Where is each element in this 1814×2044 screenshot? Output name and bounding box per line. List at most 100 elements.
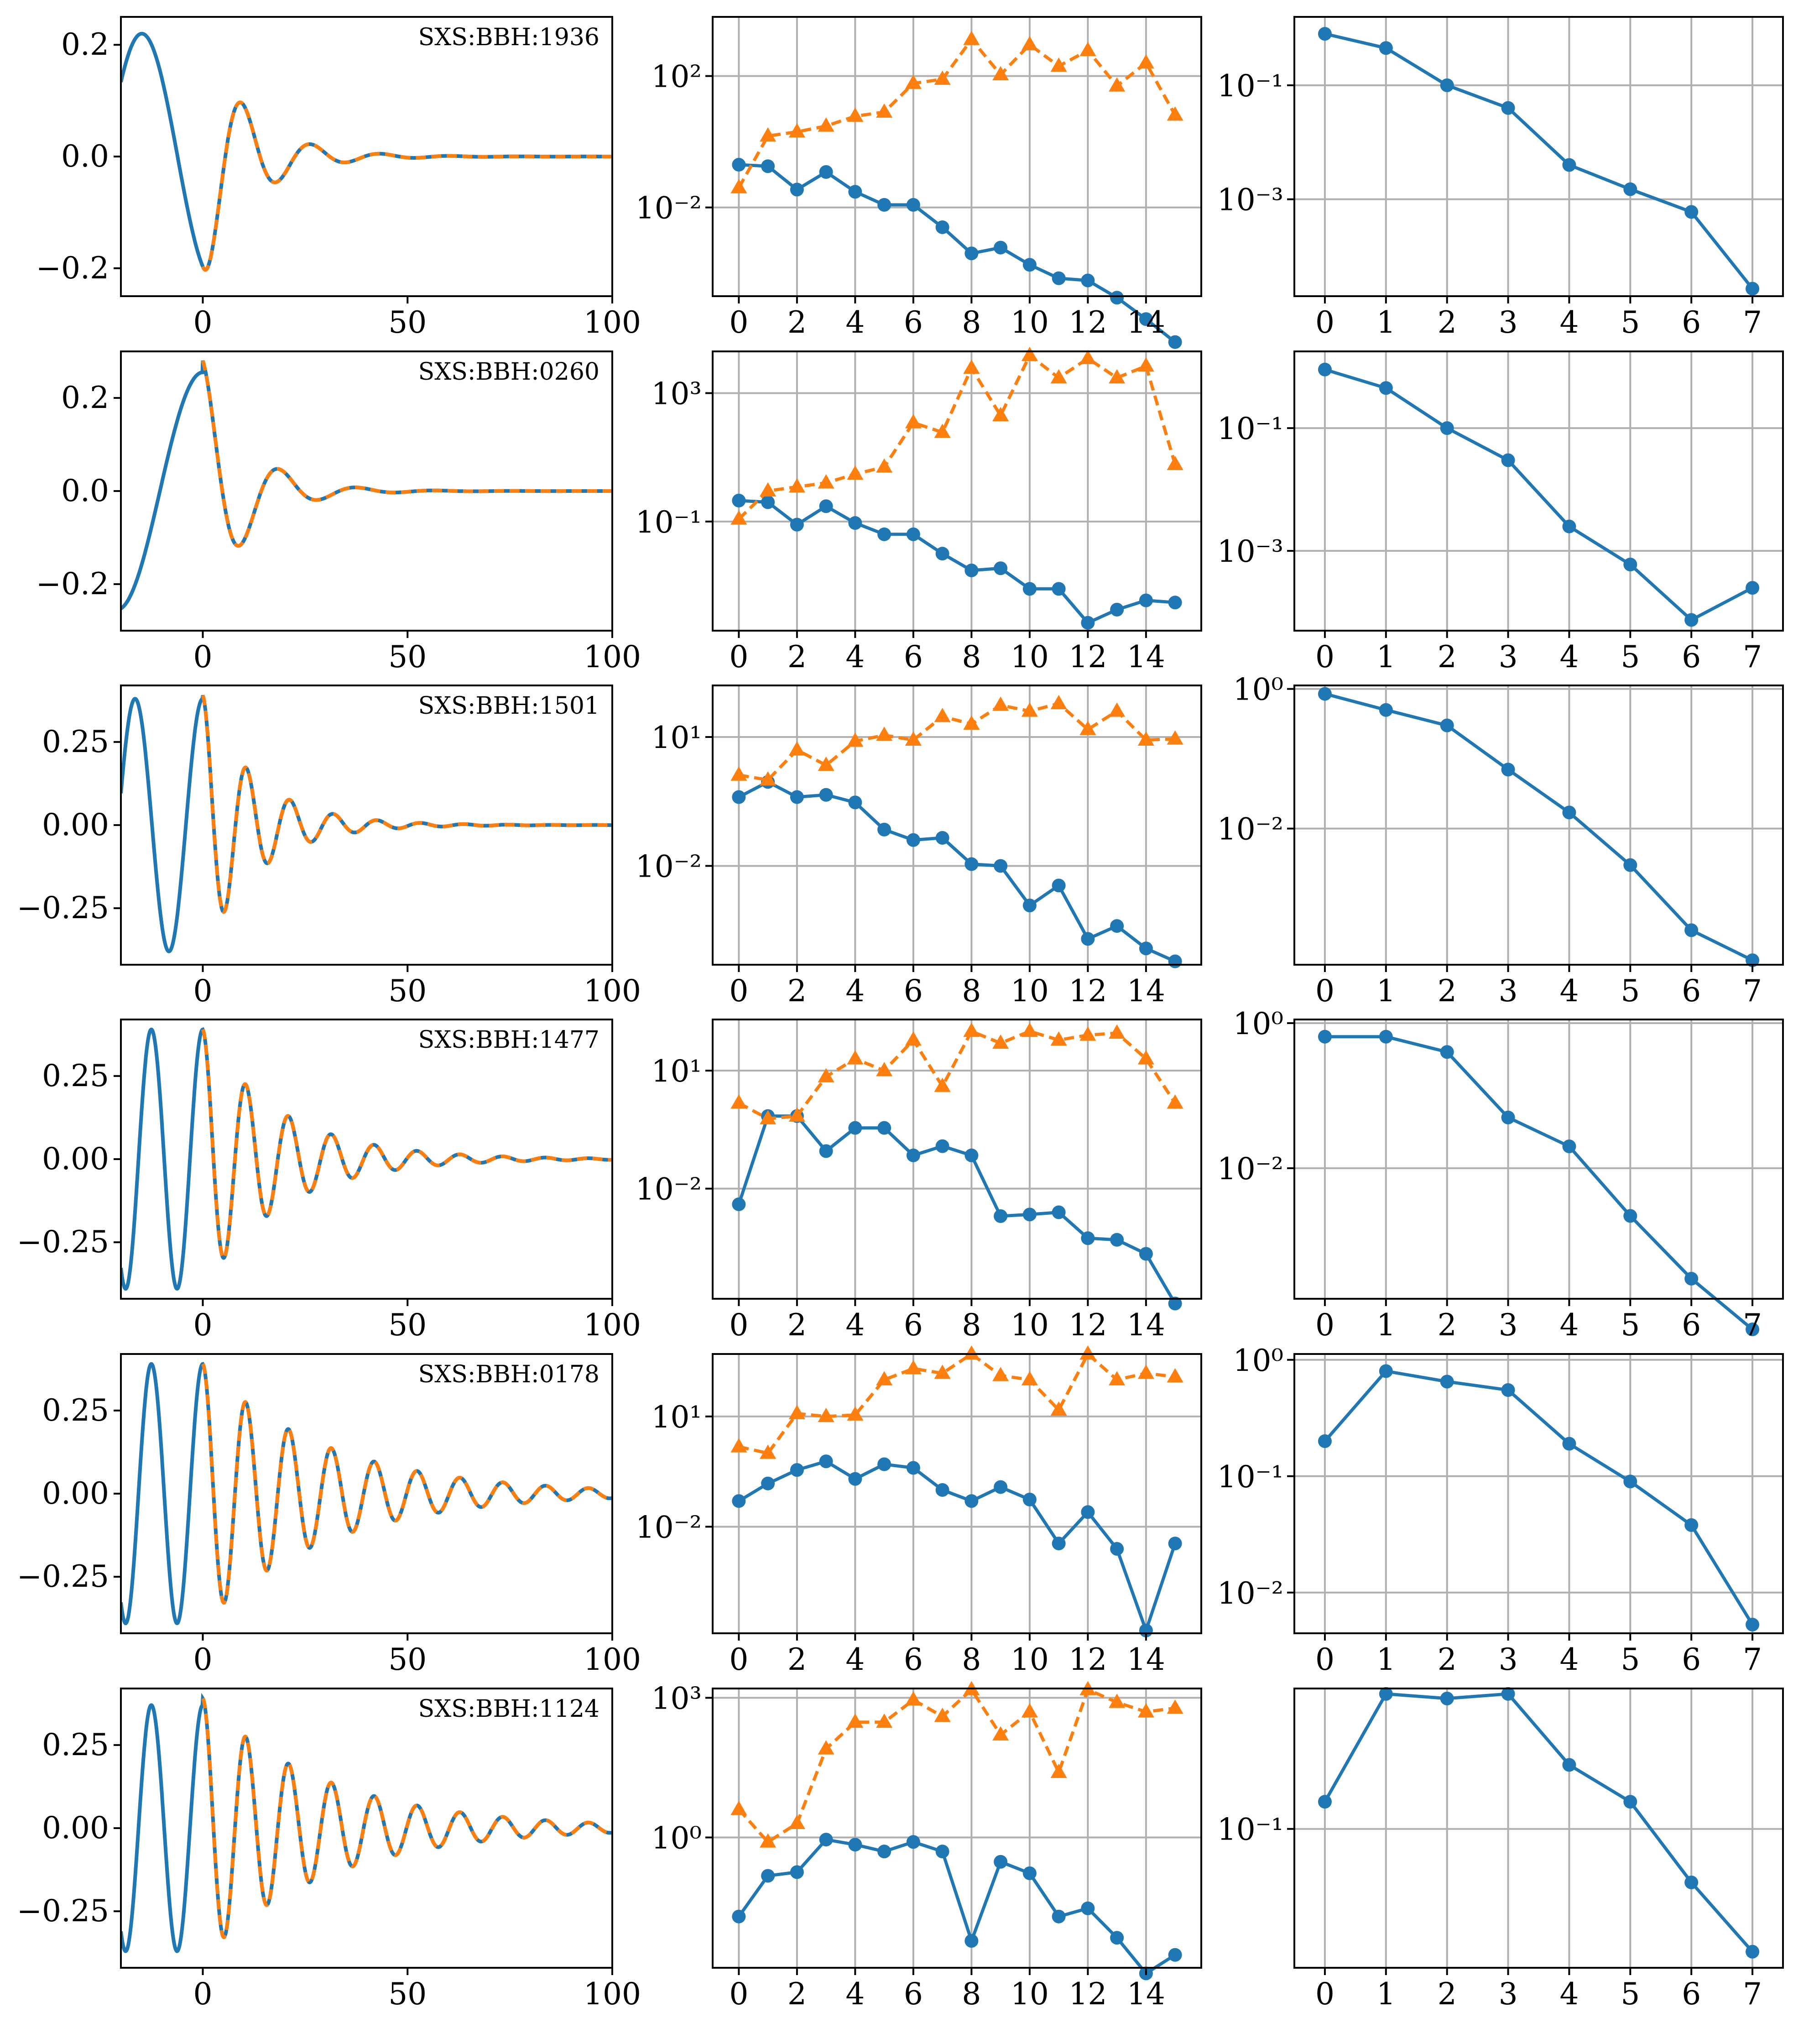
triangle-marker <box>1109 702 1126 717</box>
y-tick-label: 10¹ <box>652 1400 702 1435</box>
x-tick-label: 4 <box>845 305 865 340</box>
x-tick-label: 1 <box>1376 305 1396 340</box>
triangle-marker <box>818 1068 834 1082</box>
y-tick-label: 0.0 <box>61 139 109 174</box>
triangle-marker <box>1079 1026 1096 1041</box>
waveform-series-orange <box>201 695 612 914</box>
axes-frame <box>712 1353 1202 1634</box>
circle-marker <box>935 1483 949 1497</box>
x-tick-label: 100 <box>584 1307 641 1343</box>
triangle-marker <box>876 458 893 473</box>
circle-marker <box>906 833 920 847</box>
series-line-blue <box>1324 692 1753 962</box>
series-line-orange <box>737 1687 1176 1844</box>
circle-marker <box>1379 1030 1393 1044</box>
x-tick-label: 4 <box>845 1307 865 1343</box>
circle-marker <box>1139 1247 1153 1261</box>
y-tick-label: −0.25 <box>17 890 109 925</box>
x-tick-label: 1 <box>1376 1976 1396 2012</box>
circle-marker <box>1746 1323 1760 1337</box>
circle-marker <box>819 1833 833 1847</box>
x-tick-label: 1 <box>1376 1642 1396 1677</box>
triangle-marker <box>1079 721 1096 735</box>
circle-marker <box>964 857 979 871</box>
errors-panel: 10⁰ 10⁻² 0 1 2 3 4 5 6 7 <box>1217 672 1784 1009</box>
x-tick-label: 0 <box>1315 1642 1334 1677</box>
circle-marker <box>1139 593 1153 607</box>
y-tick-label: −0.2 <box>36 566 109 601</box>
errors-panel: 10⁻¹ 0 1 2 3 4 5 6 7 <box>1217 1687 1784 2012</box>
triangle-marker <box>1079 42 1096 56</box>
triangle-marker <box>1050 695 1067 710</box>
x-tick-label: 10 <box>1011 639 1049 674</box>
y-tick-label: 10³ <box>652 376 702 411</box>
triangle-marker <box>847 1050 864 1065</box>
circle-marker <box>819 165 833 179</box>
axes-frame <box>712 16 1202 297</box>
x-tick-label: 0 <box>1315 1307 1334 1343</box>
triangle-marker <box>818 117 834 132</box>
circle-marker <box>790 790 804 804</box>
triangle-marker <box>1137 1050 1154 1065</box>
y-tick-label: 10⁻¹ <box>1217 1812 1283 1847</box>
circle-marker <box>1168 1948 1182 1962</box>
y-tick-label: 10⁻¹ <box>1217 1459 1283 1495</box>
circle-marker <box>1052 1537 1066 1551</box>
circle-marker <box>994 240 1008 255</box>
waveform-series-orange <box>201 100 612 272</box>
x-tick-label: 4 <box>1559 973 1579 1009</box>
x-tick-label: 12 <box>1069 305 1107 340</box>
errors-panel: 10⁰ 10⁻² 0 1 2 3 4 5 6 7 <box>1217 1006 1784 1343</box>
coefficients-panel: 10⁻¹ 10³ 0 2 4 6 8 10 12 14 <box>636 346 1202 674</box>
triangle-marker <box>1167 730 1183 745</box>
x-tick-label: 2 <box>1438 1307 1457 1343</box>
circle-marker <box>1081 932 1095 946</box>
triangle-marker <box>1021 1022 1038 1037</box>
x-tick-label: 0 <box>729 305 748 340</box>
triangle-marker <box>1167 1368 1183 1383</box>
triangle-marker <box>963 31 980 45</box>
triangle-marker <box>1050 57 1067 72</box>
simulation-label: SXS:BBH:1124 <box>418 1695 599 1723</box>
y-tick-label: 0.25 <box>42 1727 109 1762</box>
x-tick-label: 5 <box>1621 305 1640 340</box>
x-tick-label: 10 <box>1011 1307 1049 1343</box>
waveform-panel: −0.25 0.00 0.25 0 50 100 SXS:BBH:1477 <box>17 1019 641 1343</box>
series-line-blue <box>737 1114 1177 1305</box>
y-tick-label: 10⁻¹ <box>1217 68 1283 104</box>
circle-marker <box>935 831 949 845</box>
axes-frame <box>120 1353 613 1634</box>
triangle-marker <box>788 1405 805 1419</box>
waveform-series-orange <box>201 360 612 548</box>
circle-marker <box>732 1909 746 1924</box>
x-tick-label: 2 <box>1438 1976 1457 2012</box>
x-tick-label: 100 <box>584 973 641 1009</box>
circle-marker <box>848 1472 862 1486</box>
triangle-marker <box>1050 1401 1067 1416</box>
circle-marker <box>1746 1618 1760 1632</box>
triangle-marker <box>1079 350 1096 364</box>
x-tick-label: 6 <box>1682 1307 1701 1343</box>
x-tick-label: 0 <box>193 305 213 340</box>
circle-marker <box>935 1845 949 1859</box>
x-tick-label: 4 <box>845 639 865 674</box>
circle-marker <box>994 859 1008 873</box>
coefficients-panel: 10⁻² 10¹ 0 2 4 6 8 10 12 14 <box>636 1019 1202 1343</box>
x-tick-label: 10 <box>1011 973 1049 1009</box>
x-tick-label: 0 <box>729 1307 748 1343</box>
circle-marker <box>1318 362 1332 376</box>
x-tick-label: 0 <box>1315 1976 1334 2012</box>
x-tick-label: 6 <box>1682 973 1701 1009</box>
x-tick-label: 1 <box>1376 639 1396 674</box>
circle-marker <box>1318 27 1332 41</box>
x-tick-label: 14 <box>1127 1642 1165 1677</box>
y-tick-label: 10³ <box>652 1681 702 1716</box>
series-line-blue <box>737 1838 1176 1976</box>
circle-marker <box>1684 205 1699 219</box>
circle-marker <box>819 1144 833 1158</box>
x-tick-label: 1 <box>1376 973 1396 1009</box>
circle-marker <box>790 1463 804 1477</box>
triangle-marker <box>1167 106 1183 121</box>
circle-marker <box>1168 954 1182 968</box>
circle-marker <box>1562 1758 1576 1772</box>
